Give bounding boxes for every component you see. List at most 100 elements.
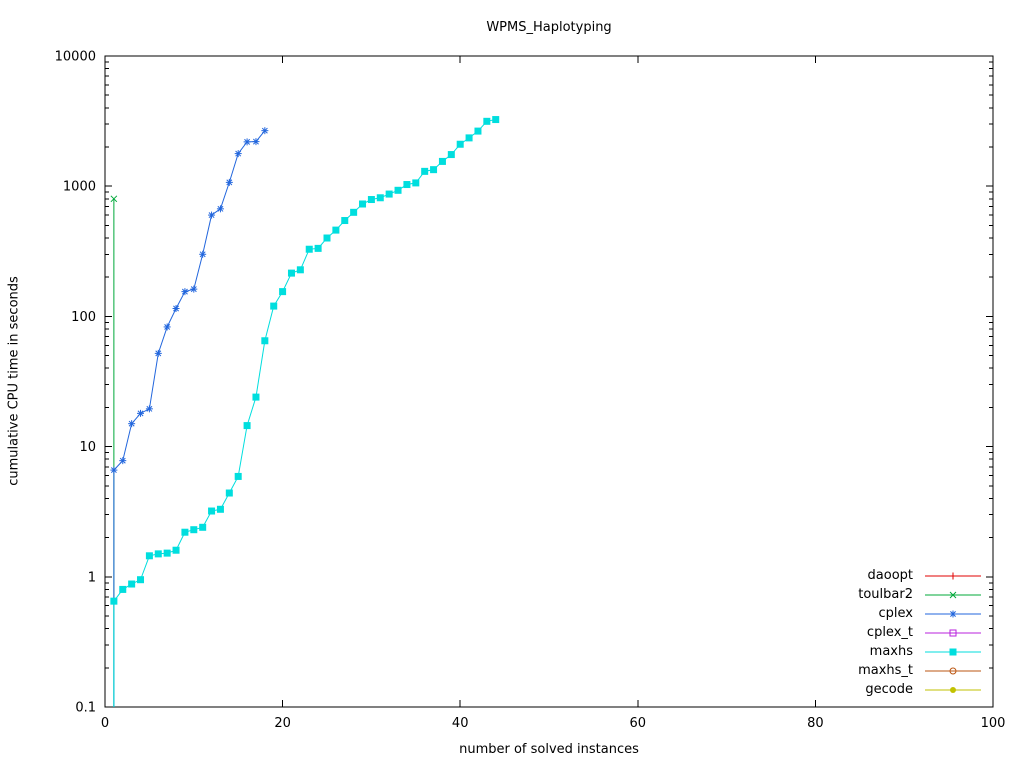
- filled-square-marker: [225, 489, 233, 497]
- cross-marker: [949, 591, 957, 598]
- filled-square-marker: [376, 194, 384, 202]
- filled-square-marker: [208, 507, 216, 515]
- filled-square-marker: [296, 266, 304, 274]
- filled-square-marker: [465, 134, 473, 142]
- filled-square-marker: [314, 244, 322, 252]
- legend-label-maxhs: maxhs: [869, 644, 913, 659]
- asterisk-marker: [190, 285, 198, 293]
- filled-square-marker: [190, 526, 198, 534]
- filled-square-marker: [438, 157, 446, 165]
- filled-square-marker: [216, 505, 224, 513]
- open-circle-marker: [949, 667, 957, 674]
- legend-item-maxhs: maxhs: [858, 642, 981, 661]
- asterisk-marker: [208, 211, 216, 219]
- asterisk-marker: [172, 304, 180, 312]
- filled-square-marker: [430, 166, 438, 174]
- filled-square-marker: [110, 597, 118, 605]
- asterisk-marker: [163, 323, 171, 331]
- filled-square-marker: [492, 116, 500, 124]
- filled-square-marker: [474, 127, 482, 135]
- legend-item-cplex: cplex: [858, 604, 981, 623]
- legend-item-toulbar2: toulbar2: [858, 585, 981, 604]
- legend-label-daoopt: daoopt: [867, 568, 913, 583]
- filled-square-marker: [252, 393, 260, 401]
- asterisk-marker: [261, 127, 269, 135]
- filled-square-marker: [949, 648, 957, 655]
- asterisk-marker: [199, 250, 207, 258]
- filled-square-marker: [287, 269, 295, 277]
- asterisk-marker: [234, 150, 242, 158]
- asterisk-marker: [137, 409, 145, 417]
- legend-item-daoopt: daoopt: [858, 566, 981, 585]
- asterisk-marker: [119, 457, 127, 465]
- x-tick-label: 80: [807, 716, 824, 731]
- filled-square-marker: [421, 167, 429, 175]
- filled-square-marker: [279, 288, 287, 296]
- filled-square-marker: [163, 549, 171, 557]
- filled-square-marker: [359, 200, 367, 208]
- legend-sample-cplex_t: [925, 629, 981, 636]
- asterisk-marker: [949, 610, 957, 617]
- plus-marker: [949, 572, 957, 579]
- filled-square-marker: [270, 302, 278, 310]
- legend-label-cplex: cplex: [878, 606, 913, 621]
- legend-label-toulbar2: toulbar2: [858, 587, 913, 602]
- y-tick-label: 10: [79, 440, 96, 455]
- filled-square-marker: [367, 196, 375, 204]
- legend-label-cplex_t: cplex_t: [866, 625, 913, 640]
- x-tick-label: 0: [101, 716, 109, 731]
- x-tick-label: 100: [981, 716, 1006, 731]
- legend-label-maxhs_t: maxhs_t: [858, 663, 913, 678]
- filled-square-marker: [119, 585, 127, 593]
- filled-square-marker: [172, 546, 180, 554]
- asterisk-marker: [181, 288, 189, 296]
- cross-marker: [110, 195, 118, 203]
- legend-sample-maxhs_t: [925, 667, 981, 674]
- filled-square-marker: [145, 552, 153, 560]
- filled-square-marker: [181, 528, 189, 536]
- legend-sample-toulbar2: [925, 591, 981, 598]
- series-markers-toulbar2: [110, 195, 118, 203]
- filled-square-marker: [385, 190, 393, 198]
- series-markers-maxhs: [110, 116, 500, 605]
- open-square-marker: [949, 629, 957, 636]
- asterisk-marker: [252, 138, 260, 146]
- y-tick-label: 10000: [55, 50, 96, 65]
- y-tick-label: 1000: [63, 180, 96, 195]
- plot-border: [104, 55, 994, 708]
- filled-square-marker: [199, 523, 207, 531]
- x-tick-label: 60: [630, 716, 647, 731]
- legend-sample-cplex: [925, 610, 981, 617]
- asterisk-marker: [154, 349, 162, 357]
- chart-title: WPMS_Haplotyping: [486, 20, 612, 35]
- x-tick-label: 20: [274, 716, 291, 731]
- asterisk-marker: [145, 405, 153, 413]
- filled-square-marker: [412, 179, 420, 187]
- legend-item-gecode: gecode: [858, 680, 981, 699]
- filled-square-marker: [128, 580, 136, 588]
- series-markers-cplex: [110, 127, 269, 474]
- filled-circle-marker: [950, 686, 956, 693]
- legend-sample-gecode: [925, 686, 981, 693]
- asterisk-marker: [216, 205, 224, 213]
- asterisk-marker: [243, 138, 251, 146]
- filled-square-marker: [447, 151, 455, 159]
- filled-square-marker: [456, 140, 464, 148]
- filled-square-marker: [234, 472, 242, 480]
- legend-sample-maxhs: [925, 648, 981, 655]
- filled-square-marker: [261, 337, 269, 345]
- x-tick-label: 40: [452, 716, 469, 731]
- x-axis-title: number of solved instances: [459, 742, 639, 757]
- series-line-cplex: [113, 130, 266, 707]
- legend-label-gecode: gecode: [865, 682, 913, 697]
- legend-item-cplex_t: cplex_t: [858, 623, 981, 642]
- filled-square-marker: [137, 576, 145, 584]
- axes: [104, 55, 994, 708]
- filled-square-marker: [332, 226, 340, 234]
- asterisk-marker: [225, 178, 233, 186]
- asterisk-marker: [110, 466, 118, 474]
- asterisk-marker: [128, 420, 136, 428]
- filled-square-marker: [394, 186, 402, 194]
- filled-square-marker: [154, 550, 162, 558]
